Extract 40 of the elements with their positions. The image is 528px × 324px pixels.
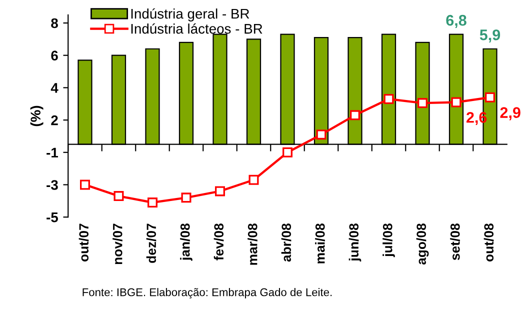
point [384,94,394,104]
point [80,180,90,190]
y-tick-label: 2 [51,115,58,126]
x-tick-label: abr/08 [281,224,292,262]
y-tick-label: 8 [51,18,58,28]
x-tick-label: jan/08 [180,224,192,261]
point [350,110,360,120]
point [114,191,124,202]
legend-label: Indústria geral - BR [131,8,250,22]
point [147,198,158,208]
data-label: 5,9 [480,29,500,43]
point [181,192,192,203]
point [316,130,326,140]
x-tick-label: nov/07 [112,224,122,264]
x-tick-label: mar/08 [248,224,258,265]
x-tick-label: out/07 [78,224,89,262]
point [248,174,259,185]
y-tick-label: -1 [46,148,58,158]
point [418,98,428,108]
y-tick-label: -3 [46,180,58,190]
x-tick-label: dez/07 [146,224,156,263]
data-label: 2,9 [500,107,520,120]
point [214,186,225,196]
x-tick-label: jul/08 [382,224,395,258]
point [485,92,496,102]
x-tick-label: ago/08 [416,224,429,265]
point [282,147,292,158]
y-tick-label: 4 [50,83,58,93]
legend-label: Indústria lácteos - BR [131,23,262,34]
y-tick-label: 6 [51,50,58,61]
x-tick-label: out/08 [484,224,494,262]
x-tick-label: jun/08 [348,224,362,262]
x-tick-label: mai/08 [315,224,325,264]
x-tick-label: set/08 [450,224,460,260]
point [451,97,462,108]
data-label: 6,8 [446,14,466,28]
y-tick-label: -5 [46,212,58,222]
x-tick-label: fev/08 [214,224,224,260]
y-axis-title: (%) [30,106,44,126]
source-note: Fonte: IBGE. Elaboração: Embrapa Gado de Leite. [82,288,332,298]
